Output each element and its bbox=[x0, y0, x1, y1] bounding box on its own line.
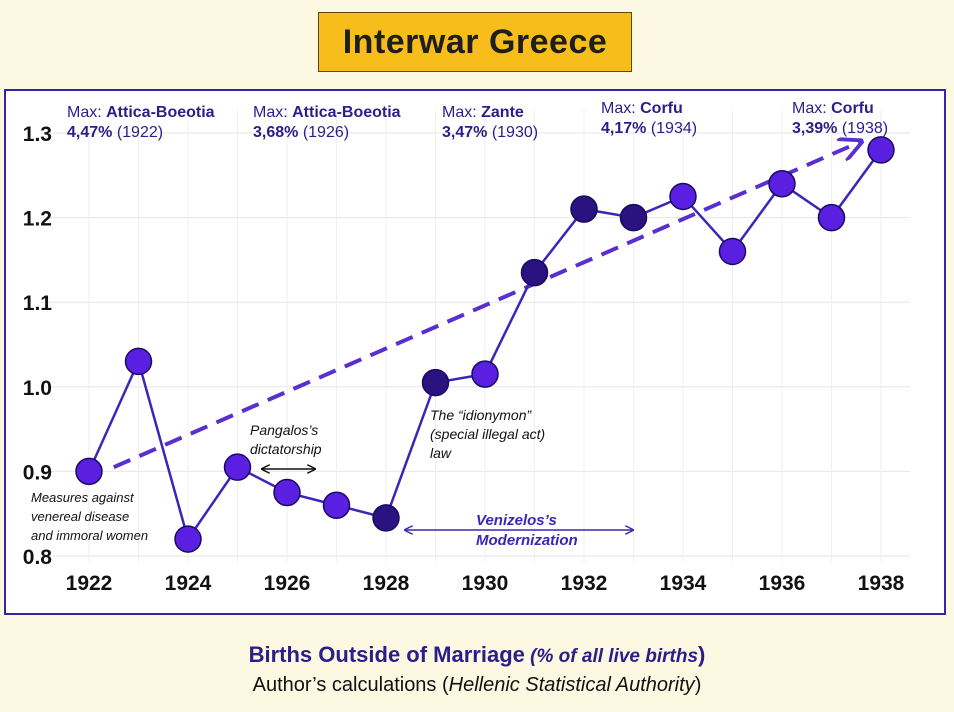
data-point bbox=[372, 504, 400, 532]
annotation-measures: venereal disease bbox=[31, 509, 129, 524]
data-point bbox=[273, 478, 301, 507]
source-pre: Author’s calculations ( bbox=[252, 674, 449, 696]
data-point bbox=[520, 258, 549, 287]
caption-main: Births Outside of Marriage bbox=[248, 642, 525, 667]
max-region: Attica-Boeotia bbox=[106, 104, 215, 121]
annotation-pangalos: dictatorship bbox=[250, 441, 322, 457]
y-tick-label: 1.0 bbox=[23, 377, 52, 400]
max-label-line1: Max: Zante bbox=[442, 104, 524, 121]
max-prefix: Max: bbox=[601, 100, 640, 117]
annotation-idionymon: (special illegal act) bbox=[430, 426, 545, 442]
max-year: (1930) bbox=[487, 124, 538, 141]
max-pct: 3,39% bbox=[792, 120, 837, 137]
data-point bbox=[817, 203, 846, 232]
data-point bbox=[471, 360, 499, 388]
x-tick-label: 1930 bbox=[462, 572, 509, 595]
source-post: ) bbox=[694, 674, 702, 696]
x-tick-label: 1922 bbox=[66, 572, 113, 595]
max-year: (1934) bbox=[646, 120, 697, 137]
chart-caption: Births Outside of Marriage (% of all liv… bbox=[0, 642, 954, 668]
caption-paren-text: % of all live births bbox=[536, 646, 699, 667]
data-point bbox=[124, 347, 153, 376]
y-tick-label: 1.2 bbox=[23, 208, 52, 231]
data-point bbox=[619, 203, 648, 232]
data-point bbox=[174, 525, 202, 553]
chart-source: Author’s calculations (Hellenic Statisti… bbox=[0, 674, 954, 697]
annotation-pangalos: Pangalos’s bbox=[250, 422, 318, 438]
max-region: Zante bbox=[481, 104, 524, 121]
max-label-line1: Max: Attica-Boeotia bbox=[253, 104, 401, 121]
data-point bbox=[75, 457, 103, 486]
max-label-line2: 4,47% (1922) bbox=[67, 124, 163, 141]
x-tick-label: 1936 bbox=[759, 572, 806, 595]
max-label-line2: 3,47% (1930) bbox=[442, 124, 538, 141]
annotation-measures: and immoral women bbox=[31, 528, 148, 543]
y-tick-label: 0.8 bbox=[23, 546, 53, 569]
max-prefix: Max: bbox=[442, 104, 481, 121]
max-label-line2: 3,39% (1938) bbox=[792, 120, 888, 137]
x-tick-label: 1932 bbox=[561, 572, 608, 595]
trend-line bbox=[112, 141, 861, 470]
max-region: Corfu bbox=[831, 100, 874, 117]
max-label-line2: 3,68% (1926) bbox=[253, 124, 349, 141]
x-tick-label: 1938 bbox=[858, 572, 905, 595]
x-tick-label: 1926 bbox=[264, 572, 311, 595]
max-label-line2: 4,17% (1934) bbox=[601, 120, 697, 137]
data-point bbox=[570, 195, 598, 223]
annotation-venizelos: Modernization bbox=[476, 532, 578, 549]
annotation-idionymon: The “idionymon” bbox=[430, 407, 532, 423]
max-label-line1: Max: Corfu bbox=[792, 100, 874, 117]
max-region: Corfu bbox=[640, 100, 683, 117]
x-tick-label: 1924 bbox=[165, 572, 212, 595]
max-prefix: Max: bbox=[253, 104, 292, 121]
max-label-line1: Max: Corfu bbox=[601, 100, 683, 117]
y-tick-label: 0.9 bbox=[23, 461, 52, 484]
data-point bbox=[421, 368, 450, 397]
data-point bbox=[669, 182, 697, 211]
data-point bbox=[718, 237, 747, 266]
max-region: Attica-Boeotia bbox=[292, 104, 401, 121]
max-prefix: Max: bbox=[67, 104, 106, 121]
annotation-measures: Measures against bbox=[31, 490, 135, 505]
max-year: (1926) bbox=[298, 124, 349, 141]
caption-paren-open: ( bbox=[524, 646, 537, 667]
x-tick-label: 1934 bbox=[660, 572, 707, 595]
max-year: (1922) bbox=[112, 124, 163, 141]
data-point bbox=[867, 136, 895, 164]
y-tick-label: 1.3 bbox=[23, 123, 52, 146]
y-tick-label: 1.1 bbox=[23, 292, 53, 315]
data-point bbox=[322, 491, 351, 519]
max-pct: 4,17% bbox=[601, 120, 646, 137]
max-pct: 4,47% bbox=[67, 124, 112, 141]
max-year: (1938) bbox=[837, 120, 888, 137]
annotation-idionymon: law bbox=[430, 445, 452, 461]
max-label-line1: Max: Attica-Boeotia bbox=[67, 104, 215, 121]
x-tick-label: 1928 bbox=[363, 572, 410, 595]
chart-title: Interwar Greece bbox=[342, 22, 608, 61]
max-pct: 3,68% bbox=[253, 124, 298, 141]
annotation-venizelos: Venizelos’s bbox=[476, 512, 557, 529]
max-prefix: Max: bbox=[792, 100, 831, 117]
max-pct: 3,47% bbox=[442, 124, 487, 141]
source-italic: Hellenic Statistical Authority bbox=[448, 674, 695, 696]
caption-paren-close: ) bbox=[698, 642, 706, 667]
data-point bbox=[768, 170, 796, 198]
data-point bbox=[223, 453, 252, 481]
chart-title-box: Interwar Greece bbox=[318, 12, 632, 72]
